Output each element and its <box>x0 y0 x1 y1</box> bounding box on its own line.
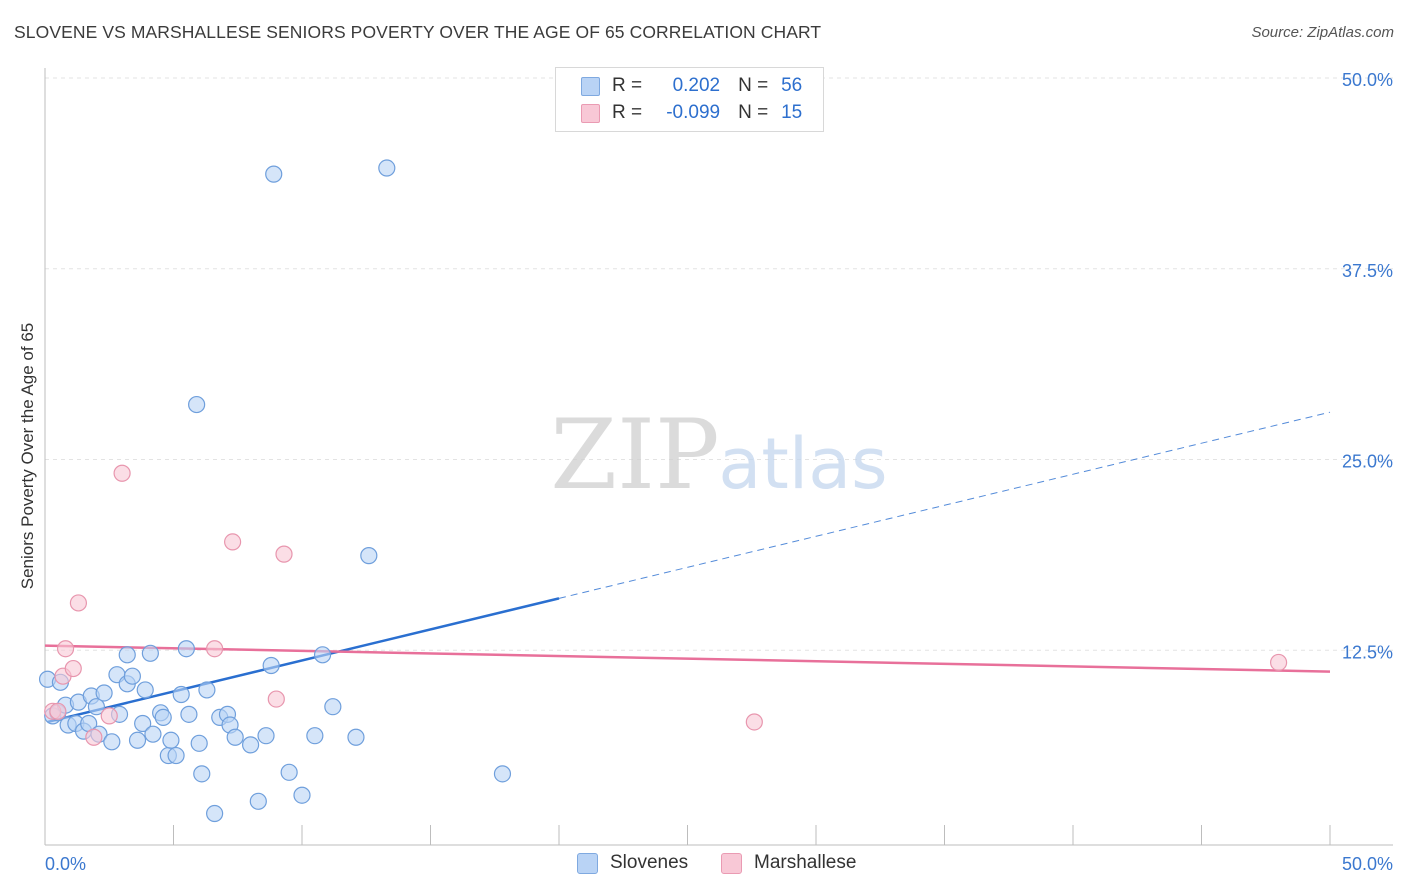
legend-row-marshallese: R = -0.099 N = 15 <box>581 101 802 125</box>
point-marshallese <box>745 713 763 731</box>
point-slovenes <box>128 731 147 749</box>
legend-r-value: 0.202 <box>672 75 721 96</box>
legend-r-label: R = <box>612 102 643 123</box>
point-slovenes <box>103 733 121 751</box>
point-marshallese <box>206 640 224 658</box>
point-slovenes <box>206 804 224 823</box>
correlation-legend: R = 0.202 N = 56 R = -0.099 N = 15 <box>555 67 824 132</box>
axis-layer <box>44 68 1393 846</box>
point-slovenes <box>172 685 190 704</box>
x-tick-label: 0.0% <box>45 854 86 874</box>
point-marshallese <box>64 659 82 678</box>
legend-swatch-marshallese <box>581 103 600 123</box>
series-swatch-slovenes <box>577 852 598 874</box>
tick-label-layer: 12.5% 25.0% 37.5% 50.0% 0.0% 50.0% <box>45 70 1393 874</box>
point-slovenes <box>347 728 365 746</box>
point-marshallese <box>275 545 293 563</box>
point-slovenes <box>180 705 198 723</box>
y-tick-label: 37.5% <box>1342 261 1393 281</box>
point-slovenes <box>193 765 211 783</box>
point-marshallese <box>267 690 285 708</box>
legend-r-label: R = <box>612 75 643 96</box>
legend-swatch-slovenes <box>581 76 600 96</box>
point-slovenes <box>249 792 267 810</box>
series-swatch-marshallese <box>721 852 742 874</box>
x-tick-label: 50.0% <box>1342 854 1393 874</box>
legend-row-slovenes: R = 0.202 N = 56 <box>581 74 802 98</box>
point-slovenes <box>226 728 244 746</box>
point-marshallese <box>1269 653 1288 672</box>
series-label-slovenes: Slovenes <box>610 852 689 873</box>
point-marshallese <box>85 728 103 746</box>
point-slovenes <box>265 165 283 183</box>
series-legend: Slovenes Marshallese <box>0 852 1406 878</box>
point-slovenes <box>167 746 185 765</box>
point-slovenes <box>144 725 162 743</box>
source-label: Source: ZipAtlas.com <box>1251 24 1394 41</box>
point-slovenes <box>95 684 113 702</box>
point-marshallese <box>69 594 88 612</box>
watermark-zip: ZIP <box>550 399 719 511</box>
point-slovenes <box>293 786 311 804</box>
point-marshallese <box>113 464 131 482</box>
legend-n-value: 15 <box>781 102 803 123</box>
point-slovenes <box>262 656 280 675</box>
point-slovenes <box>378 159 396 177</box>
watermark: ZIP atlas <box>550 399 887 511</box>
point-slovenes <box>188 395 206 414</box>
point-slovenes <box>242 736 260 754</box>
trendline-marshallese <box>44 644 1331 673</box>
point-slovenes <box>313 646 332 664</box>
points-layer <box>38 159 1288 823</box>
series-legend-marshallese[interactable]: Marshallese <box>721 852 856 874</box>
series-legend-slovenes[interactable]: Slovenes <box>577 852 688 874</box>
legend-r-value: -0.099 <box>666 102 721 123</box>
point-slovenes <box>123 667 141 685</box>
chart-title: SLOVENE VS MARSHALLESE SENIORS POVERTY O… <box>14 22 822 42</box>
y-tick-label: 50.0% <box>1342 70 1393 90</box>
point-marshallese <box>100 707 118 725</box>
legend-n-label: N = <box>738 102 769 123</box>
trendline-slovenes-projection <box>558 411 1331 599</box>
legend-n-value: 56 <box>781 75 803 96</box>
watermark-atlas: atlas <box>718 423 887 505</box>
point-slovenes <box>141 644 159 662</box>
y-axis-label: Seniors Poverty Over the Age of 65 <box>18 322 37 590</box>
point-slovenes <box>87 698 106 716</box>
point-slovenes <box>198 681 216 699</box>
point-slovenes <box>136 681 154 699</box>
trend-layer <box>44 411 1331 724</box>
point-slovenes <box>118 646 136 664</box>
point-slovenes <box>154 708 172 726</box>
point-slovenes <box>360 547 378 565</box>
point-marshallese <box>56 640 75 658</box>
point-slovenes <box>190 734 208 752</box>
point-slovenes <box>280 763 298 781</box>
y-tick-label: 12.5% <box>1342 642 1393 662</box>
point-slovenes <box>324 698 342 716</box>
point-slovenes <box>177 640 195 658</box>
trendline-slovenes <box>47 597 560 724</box>
point-marshallese <box>224 533 242 551</box>
grid-layer <box>45 77 1393 651</box>
point-slovenes <box>162 731 180 749</box>
point-slovenes <box>306 727 324 745</box>
y-tick-label: 25.0% <box>1342 452 1393 472</box>
point-slovenes <box>134 714 152 733</box>
point-marshallese <box>49 702 67 720</box>
series-label-marshallese: Marshallese <box>754 852 857 873</box>
legend-n-label: N = <box>738 75 769 96</box>
point-slovenes <box>257 727 275 745</box>
point-slovenes <box>493 765 512 783</box>
